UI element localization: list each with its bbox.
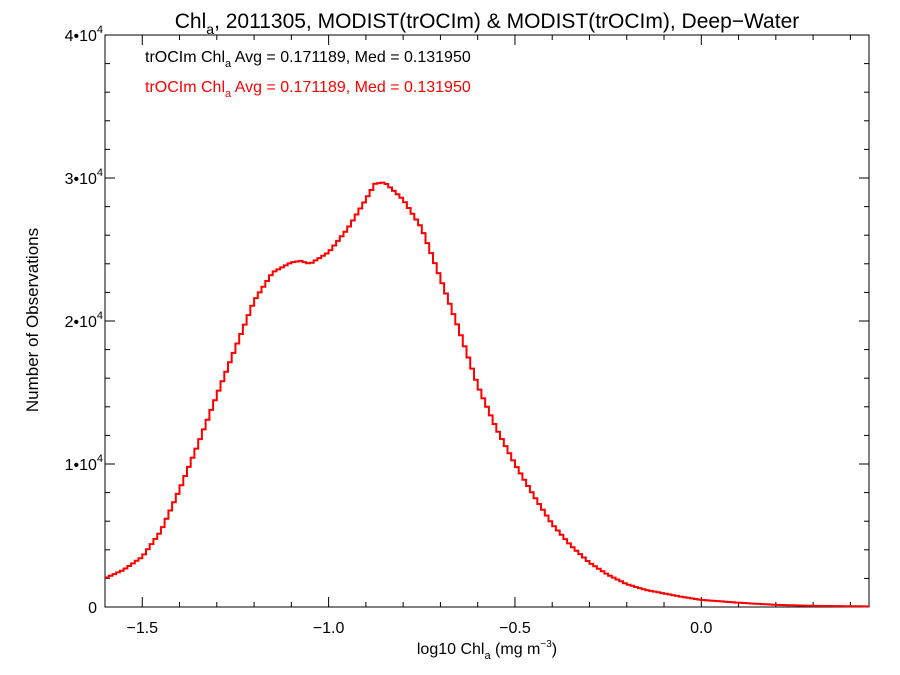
x-tick-label-1: −1.0 bbox=[313, 620, 345, 637]
chart-title: Chla, 2011305, MODIST(trOCIm) & MODIST(t… bbox=[175, 10, 800, 37]
y-tick-label-1: 1•104 bbox=[65, 453, 103, 474]
y-tick-label-0: 0 bbox=[88, 600, 97, 617]
axis-tick-labels: −1.5 −1.0 −0.5 0.0 0 1•104 2•104 3•104 4•104 bbox=[65, 24, 713, 637]
series-line-0 bbox=[105, 181, 869, 608]
y-axis-label: Number of Observations bbox=[23, 228, 42, 412]
axis-ticks bbox=[104, 34, 869, 608]
y-tick-label-2: 2•104 bbox=[65, 310, 103, 331]
series-layer bbox=[105, 181, 869, 608]
x-tick-label-3: 0.0 bbox=[690, 620, 712, 637]
annotation-black: trOCIm Chla Avg = 0.171189, Med = 0.1319… bbox=[145, 49, 471, 70]
annotation-red: trOCIm Chla Avg = 0.171189, Med = 0.1319… bbox=[145, 79, 471, 100]
plot-frame bbox=[104, 34, 870, 608]
x-tick-label-0: −1.5 bbox=[126, 620, 158, 637]
x-axis-label: log10 Chla (mg m−3) bbox=[417, 639, 557, 662]
y-tick-label-3: 3•104 bbox=[65, 167, 103, 188]
y-tick-label-4: 4•104 bbox=[65, 24, 103, 45]
x-tick-label-2: −0.5 bbox=[499, 620, 531, 637]
